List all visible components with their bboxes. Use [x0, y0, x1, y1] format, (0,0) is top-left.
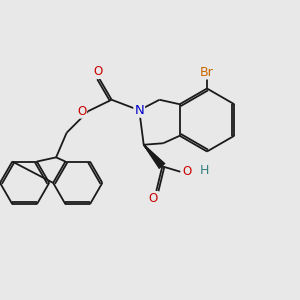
Text: O: O	[183, 165, 192, 178]
Text: Br: Br	[200, 65, 214, 79]
Text: H: H	[200, 164, 209, 177]
Text: O: O	[149, 192, 158, 205]
Text: N: N	[134, 104, 144, 117]
Text: O: O	[77, 105, 86, 118]
Text: O: O	[93, 65, 102, 78]
